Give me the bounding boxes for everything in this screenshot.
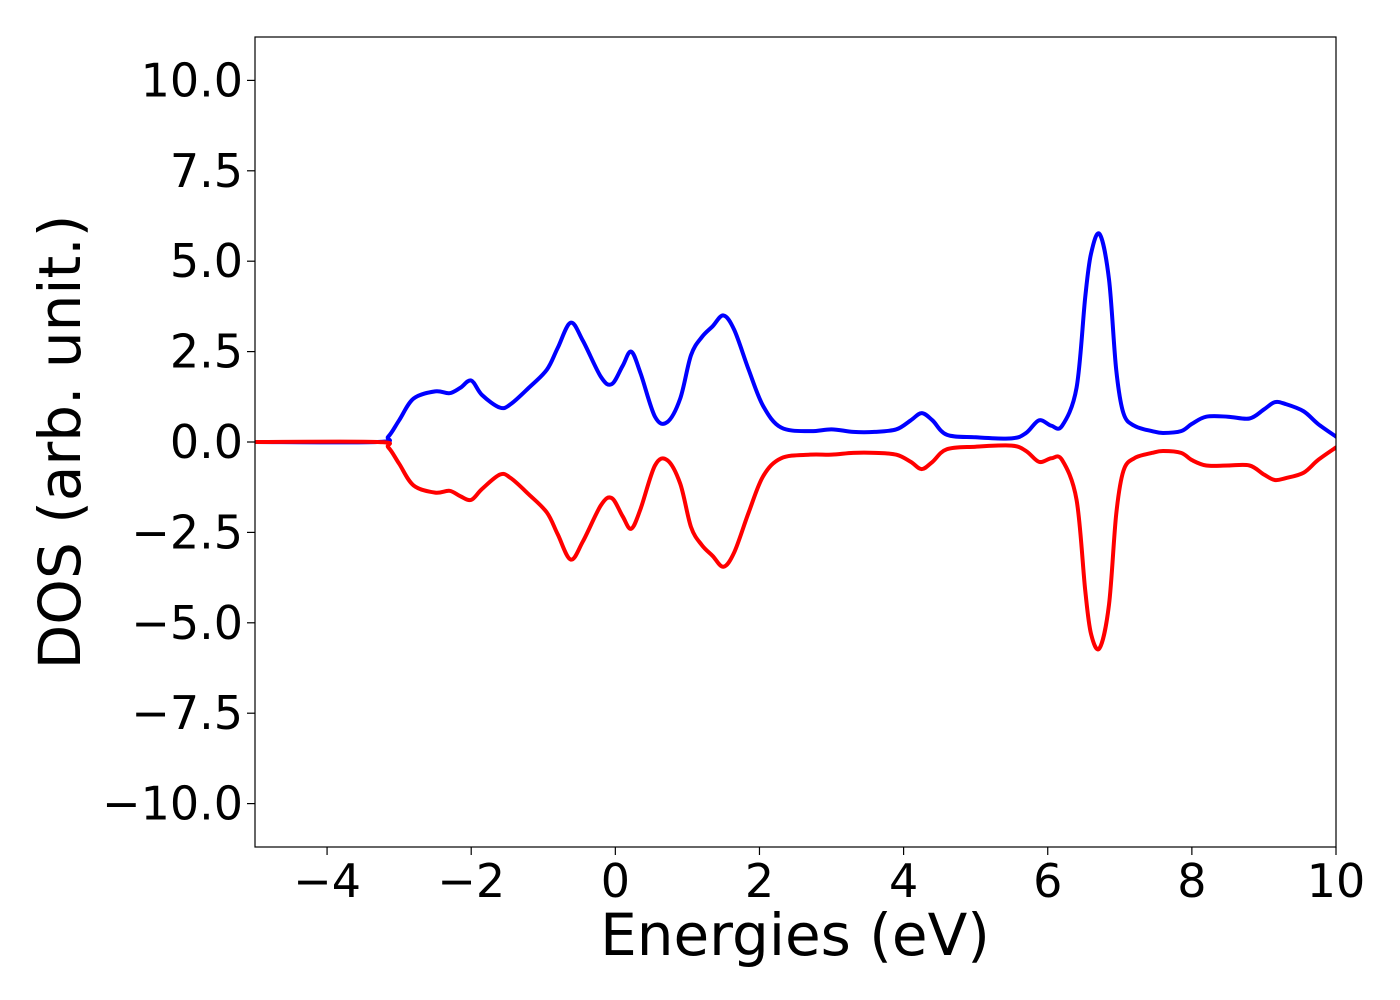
series-line-2 [255,439,1336,652]
y-tick-label: 0.0 [170,415,243,469]
x-tick-label: 8 [1177,854,1206,908]
y-tick-label: 7.5 [170,144,243,198]
y-tick-label: 5.0 [170,234,243,288]
series-layer [255,231,1336,652]
y-tick-label: 2.5 [170,325,243,379]
y-tick-label: −10.0 [102,777,243,831]
series-line-1 [255,231,1336,445]
x-tick-label: 10 [1307,854,1366,908]
y-axis-label: DOS (arb. unit.) [26,215,94,670]
y-tick-label: −7.5 [131,686,243,740]
x-tick-label: −2 [437,854,505,908]
y-tick-label: 10.0 [141,53,243,107]
x-tick-label: 2 [745,854,774,908]
y-tick-label: −2.5 [131,505,243,559]
x-tick-label: 6 [1033,854,1062,908]
x-tick-label: 4 [889,854,918,908]
x-axis: −4 −2 0 2 4 6 8 10 [293,847,1365,908]
x-tick-label: 0 [601,854,630,908]
y-tick-label: −5.0 [131,596,243,650]
x-tick-label: −4 [293,854,361,908]
x-axis-label: Energies (eV) [600,901,990,969]
y-axis: 10.0 7.5 5.0 2.5 0.0 −2.5 −5.0 −7.5 −10.0 [102,53,255,831]
